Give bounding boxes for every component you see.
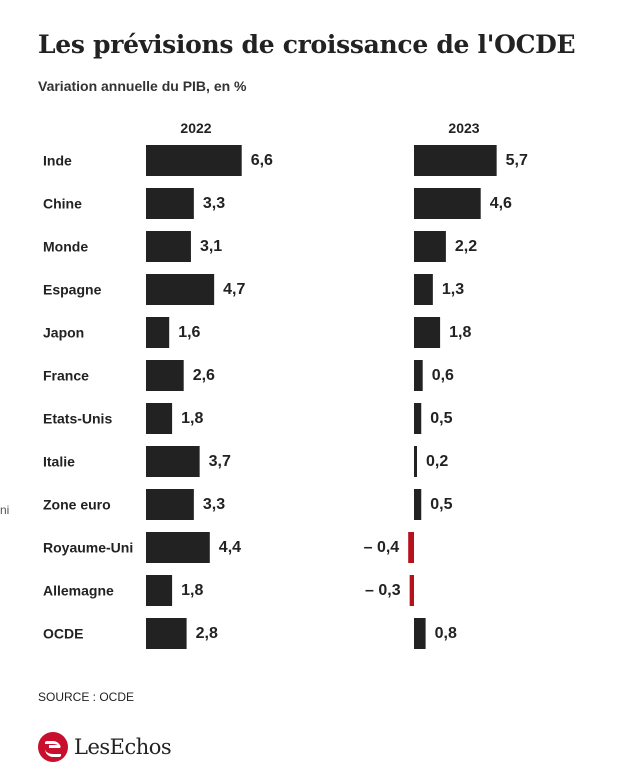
value-label-2022: 3,7: [209, 453, 231, 470]
category-label: OCDE: [43, 626, 83, 642]
category-label: Royaume-Uni: [43, 540, 133, 556]
category-label: Allemagne: [43, 583, 114, 599]
chart-title: Les prévisions de croissance de l'OCDE: [38, 30, 576, 59]
category-label: Zone euro: [43, 497, 111, 513]
value-label-2023: 0,5: [430, 410, 452, 427]
category-label: Espagne: [43, 282, 102, 298]
bar-2023: [414, 188, 481, 219]
value-label-2023: 1,8: [449, 324, 471, 341]
bar-2023: [414, 618, 426, 649]
value-label-2022: 3,3: [203, 496, 225, 513]
bar-2023: [414, 317, 441, 348]
value-label-2022: 4,7: [223, 281, 245, 298]
value-label-2023: – 0,4: [364, 539, 400, 556]
category-label: Etats-Unis: [43, 411, 112, 427]
column-header-2023: 2023: [448, 120, 479, 136]
bar-2022: [146, 145, 242, 176]
bar-2023: [408, 532, 414, 563]
column-header-2022: 2022: [180, 120, 211, 136]
les-echos-logo-icon: [38, 732, 68, 762]
value-label-2023: – 0,3: [365, 582, 401, 599]
chart-subtitle: Variation annuelle du PIB, en %: [38, 78, 247, 94]
bar-2022: [146, 403, 173, 434]
bar-2023: [414, 403, 422, 434]
bar-2023: [414, 446, 417, 477]
value-label-2022: 6,6: [251, 152, 273, 169]
value-label-2022: 2,6: [193, 367, 215, 384]
value-label-2023: 0,2: [426, 453, 448, 470]
value-label-2022: 1,8: [181, 410, 203, 427]
source-note: SOURCE : OCDE: [38, 690, 135, 704]
value-label-2022: 2,8: [196, 625, 218, 642]
value-label-2023: 4,6: [490, 195, 512, 212]
value-label-2022: 1,8: [181, 582, 203, 599]
bar-2022: [146, 489, 194, 520]
bar-2022: [146, 231, 191, 262]
edge-text-fragment: ni: [0, 503, 10, 517]
category-label: Inde: [43, 153, 72, 169]
bar-2023: [414, 274, 433, 305]
value-label-2023: 2,2: [455, 238, 477, 255]
value-label-2023: 1,3: [442, 281, 464, 298]
logo-wordmark: LesEchos: [74, 735, 172, 759]
value-label-2022: 3,1: [200, 238, 222, 255]
bar-2023: [414, 231, 446, 262]
bar-2022: [146, 575, 173, 606]
category-label: Japon: [43, 325, 84, 341]
bar-2022: [146, 532, 210, 563]
bar-2023: [409, 575, 414, 606]
bar-2022: [146, 618, 187, 649]
category-label: Chine: [43, 196, 82, 212]
bar-2022: [146, 360, 184, 391]
category-label: France: [43, 368, 89, 384]
bar-2023: [414, 360, 423, 391]
value-label-2023: 0,5: [430, 496, 452, 513]
bar-2022: [146, 446, 200, 477]
value-label-2023: 0,6: [432, 367, 454, 384]
value-label-2022: 4,4: [219, 539, 241, 556]
bar-2022: [146, 274, 215, 305]
bar-2023: [414, 489, 422, 520]
value-label-2022: 1,6: [178, 324, 200, 341]
bar-2023: [414, 145, 497, 176]
bar-2022: [146, 317, 170, 348]
value-label-2023: 0,8: [435, 625, 457, 642]
value-label-2023: 5,7: [506, 152, 528, 169]
bar-2022: [146, 188, 194, 219]
category-label: Italie: [43, 454, 75, 470]
category-label: Monde: [43, 239, 88, 255]
les-echos-logo: LesEchos: [38, 732, 172, 762]
value-label-2022: 3,3: [203, 195, 225, 212]
